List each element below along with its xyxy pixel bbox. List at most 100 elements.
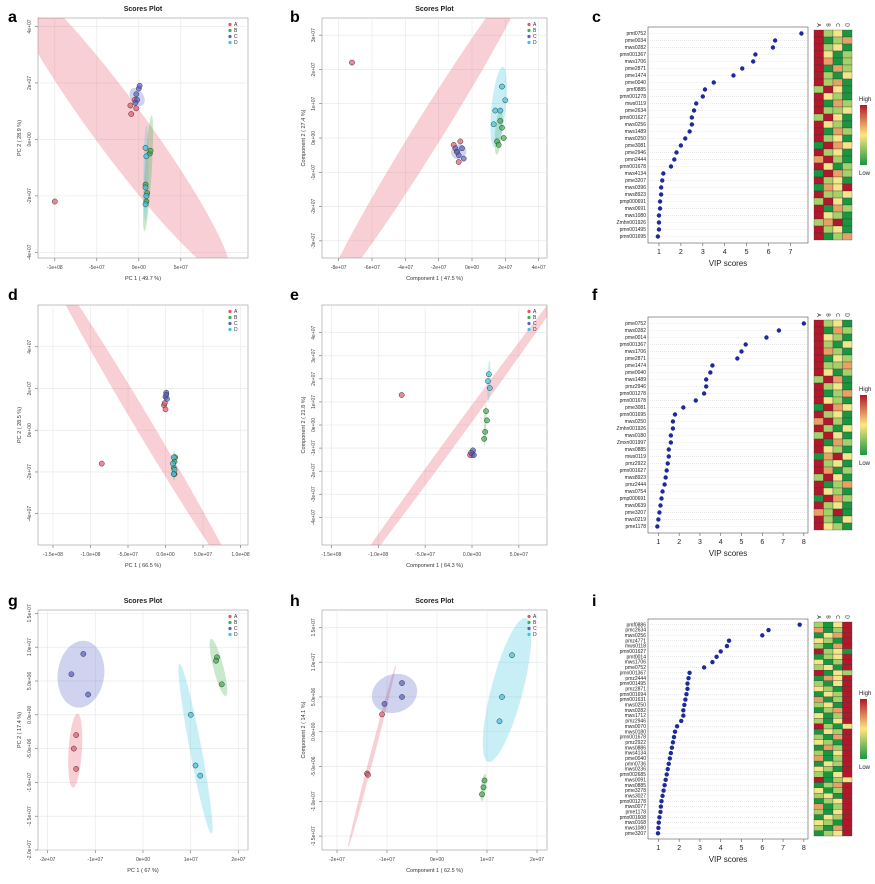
- heatmap-cell: [813, 648, 824, 655]
- feature-label: pmt0752: [627, 31, 647, 37]
- heatmap-cell: [842, 627, 853, 633]
- feature-label: mws0070: [625, 724, 647, 730]
- heatmap-cell: [823, 803, 834, 810]
- y-tick-label: 0e+00: [27, 423, 33, 437]
- heatmap-cell: [832, 707, 843, 714]
- point-B: [495, 142, 502, 148]
- vip-point: [701, 391, 707, 396]
- heatmap-cell: [823, 92, 834, 101]
- heatmap-cell: [842, 777, 853, 783]
- x-tick-label: -8e+07: [331, 265, 347, 271]
- heatmap-cell: [823, 445, 834, 454]
- x-tick-label: 0e+00: [132, 265, 146, 271]
- heatmap-cell: [832, 354, 843, 363]
- panel-a: -1e+08 -5e+07 0e+00 5e+07 -4e+07 -2e+07 0e+00 2…: [17, 6, 249, 282]
- y-tick-label: -1.5e+07: [27, 806, 33, 826]
- x-tick-label: -2e+07: [431, 265, 447, 271]
- heatmap-cell: [842, 819, 853, 826]
- feature-label: mws0180: [625, 433, 647, 439]
- vip-point: [671, 734, 677, 740]
- heatmap-cell: [842, 734, 853, 740]
- legend-marker-A: [228, 22, 232, 27]
- heatmap-cell: [823, 814, 834, 821]
- heatmap-cell: [832, 113, 843, 122]
- heatmap-cell: [813, 707, 824, 714]
- vip-point: [670, 426, 676, 431]
- legend-label: B: [533, 315, 537, 321]
- point-D: [499, 83, 505, 90]
- vip-point: [797, 622, 802, 627]
- vip-point: [687, 129, 692, 134]
- feature-label: mws8923: [625, 192, 647, 198]
- feature-label: pmn001278: [620, 391, 647, 397]
- legend-label: A: [533, 614, 537, 620]
- feature-label: pme1178: [626, 810, 647, 816]
- heatmap-cell: [813, 793, 824, 799]
- x-tick-label: -1e+08: [47, 265, 63, 271]
- heatmap-cell: [813, 113, 824, 122]
- x-tick-label: 2: [679, 249, 683, 256]
- x-tick-label: 1: [656, 845, 660, 852]
- vip-point: [711, 80, 716, 85]
- heatmap-cell: [823, 431, 834, 440]
- feature-label: pmz2922: [625, 461, 646, 467]
- heatmap-cell: [832, 396, 843, 405]
- vip-point: [710, 659, 715, 665]
- point-D: [486, 385, 493, 391]
- vip-point: [686, 675, 691, 681]
- point-D: [142, 145, 149, 151]
- heatmap-cell: [832, 218, 843, 227]
- heatmap-cell: [823, 473, 834, 482]
- vip-point: [674, 150, 679, 155]
- heatmap-cell: [823, 64, 834, 73]
- heatmap-column-label: A: [815, 23, 821, 27]
- point-B: [479, 791, 485, 798]
- heatmap-cell: [813, 218, 824, 227]
- heatmap-cell: [823, 134, 834, 143]
- heatmap-cell: [813, 183, 824, 192]
- point-A: [349, 59, 355, 66]
- heatmap-cell: [813, 771, 824, 778]
- vip-point: [687, 670, 692, 676]
- x-tick-label: 0.0e+00: [463, 552, 481, 558]
- feature-label: pmn001678: [620, 398, 647, 404]
- heatmap-cell: [832, 211, 843, 220]
- vip-point: [724, 643, 730, 649]
- feature-label: pme0014: [625, 335, 646, 341]
- heatmap-cell: [832, 225, 843, 234]
- legend-marker-A: [228, 614, 232, 619]
- heatmap-cell: [842, 648, 853, 655]
- point-C: [163, 391, 170, 398]
- heatmap-cell: [832, 127, 843, 136]
- heatmap-cell: [832, 686, 843, 692]
- x-tick-label: -1.5e+08: [321, 552, 341, 558]
- vip-point: [668, 440, 674, 445]
- heatmap-cell: [832, 487, 843, 496]
- heatmap-cell: [823, 43, 834, 52]
- legend-marker-B: [527, 315, 531, 320]
- vip-point: [693, 398, 698, 403]
- heatmap-cell: [842, 487, 853, 496]
- legend-marker-A: [527, 22, 531, 27]
- heatmap-cell: [823, 718, 834, 724]
- heatmap-cell: [832, 375, 843, 384]
- ellipse-A: [347, 664, 397, 848]
- x-tick-label: -1.0e+08: [81, 552, 101, 558]
- legend-label: B: [234, 28, 238, 34]
- legend-label: B: [533, 28, 537, 34]
- heatmap-cell: [823, 50, 834, 59]
- heatmap-cell: [813, 106, 824, 115]
- heatmap-cell: [823, 218, 834, 227]
- vip-point: [658, 503, 663, 508]
- heatmap-cell: [823, 113, 834, 122]
- heatmap-cell: [842, 92, 853, 101]
- vip-point: [668, 164, 674, 169]
- x-tick-label: 1e+07: [184, 857, 198, 863]
- heatmap-cell: [832, 183, 843, 192]
- point-C: [459, 145, 465, 152]
- chart-title: Scores Plot: [124, 598, 163, 605]
- heatmap-cell: [832, 653, 843, 660]
- heatmap-cell: [832, 148, 843, 157]
- feature-label: pmn002685: [620, 772, 647, 778]
- color-legend-low: Low: [859, 461, 871, 467]
